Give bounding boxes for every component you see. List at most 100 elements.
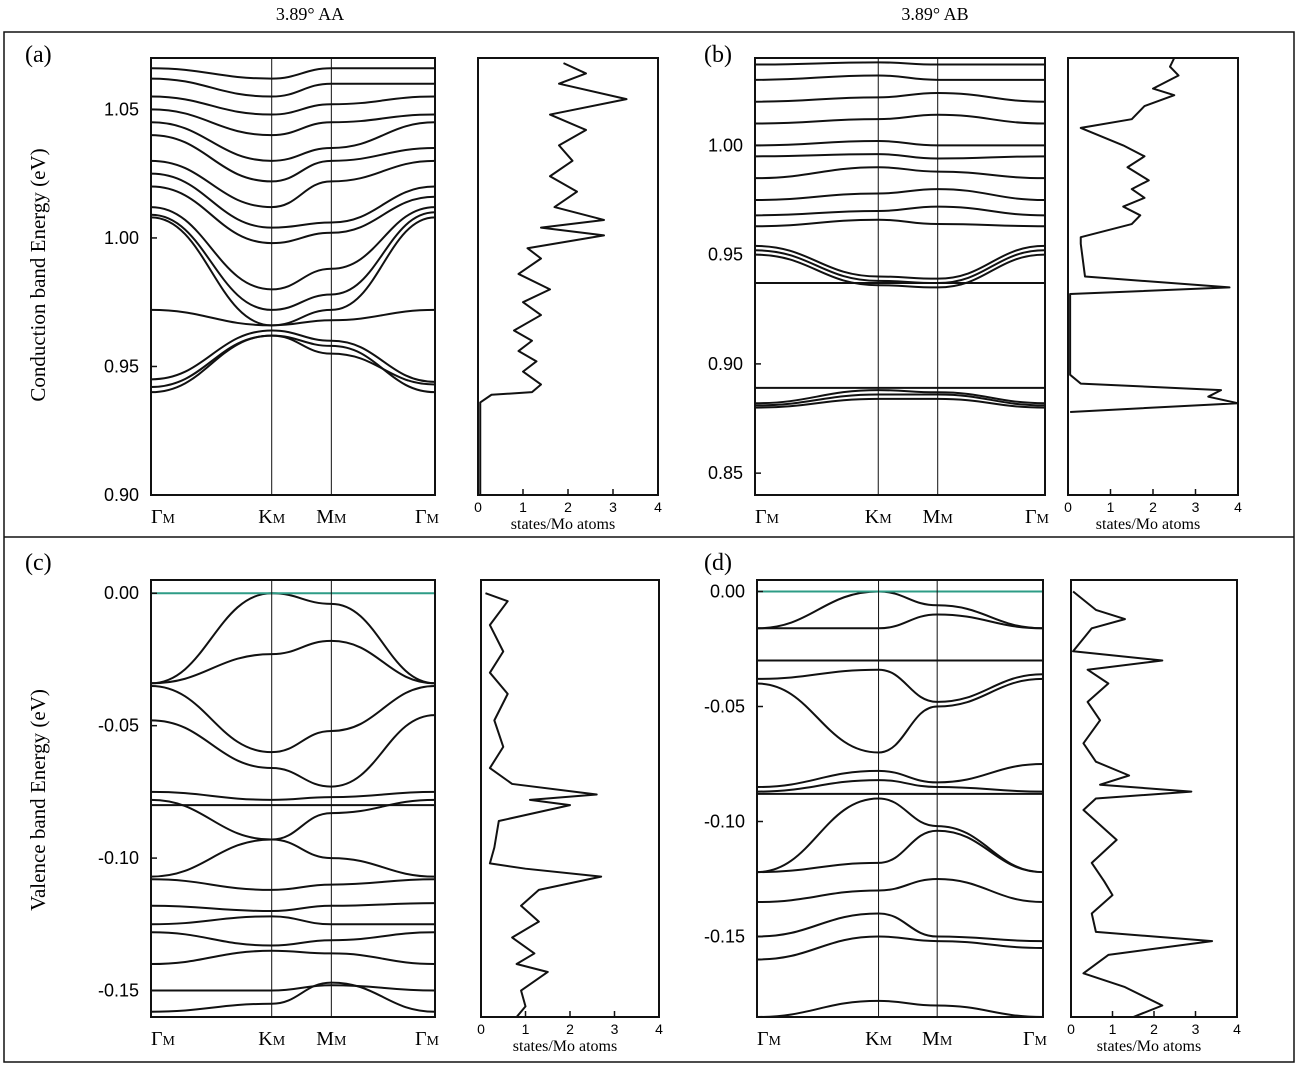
band-line — [151, 592, 435, 685]
band-line — [151, 931, 435, 947]
kpoint-label: ΓM — [1023, 1028, 1048, 1050]
band-line — [151, 185, 435, 245]
band-line — [151, 134, 435, 183]
dos-x-tick-label: 0 — [1064, 499, 1072, 515]
panel-label: (a) — [25, 42, 52, 68]
column-title: 3.89° AB — [901, 4, 968, 24]
y-tick-label: 1.00 — [104, 228, 139, 248]
dos-x-tick-label: 4 — [655, 1021, 663, 1037]
band-line — [755, 389, 1045, 405]
y-tick-label: -0.05 — [98, 716, 139, 736]
dos-x-tick-label: 2 — [564, 499, 572, 515]
dos-frame — [480, 579, 660, 1018]
kpoint-label: MM — [316, 506, 347, 528]
band-line — [151, 216, 435, 327]
band-lines — [757, 590, 1043, 1017]
row-ylabel: Conduction band Energy (eV) — [26, 148, 50, 401]
band-line — [757, 829, 1043, 874]
band-line — [151, 172, 435, 229]
kpoint-label: KM — [865, 506, 892, 528]
band-line — [151, 639, 435, 685]
dos-curve — [1072, 590, 1214, 1017]
dos-x-tick-label: 3 — [1192, 1021, 1200, 1037]
band-line — [755, 91, 1045, 103]
figure-frame — [3, 31, 1295, 1063]
band-line — [755, 153, 1045, 160]
dos-x-tick-label: 2 — [566, 1021, 574, 1037]
band-line — [755, 218, 1045, 228]
band-line — [151, 838, 435, 878]
dos-x-tick-label: 2 — [1150, 1021, 1158, 1037]
band-line — [755, 253, 1045, 289]
kpoint-label: ΓM — [757, 1028, 782, 1050]
band-line — [755, 61, 1045, 66]
kpoint-label: KM — [865, 1028, 892, 1050]
band-line — [757, 590, 1043, 630]
dos-x-tick-label: 1 — [1109, 1021, 1117, 1037]
band-line — [151, 211, 435, 311]
kpoint-label: KM — [258, 1028, 285, 1050]
panel-c: (c) 0.00 -0.05 -0.10 -0.15 ΓM KM MM ΓM 0 1 2 3 4 state… — [25, 550, 663, 1055]
band-line — [151, 206, 435, 291]
kpoint-label: ΓM — [1025, 506, 1050, 528]
band-line — [757, 912, 1043, 943]
dos-curve — [479, 62, 628, 495]
band-lines — [151, 592, 435, 1013]
band-line — [757, 677, 1043, 754]
band-line — [151, 329, 435, 383]
panel-label: (d) — [704, 550, 732, 576]
kpoint-label: MM — [922, 1028, 953, 1050]
dos-xlabel: states/Mo atoms — [513, 1038, 617, 1055]
band-line — [755, 205, 1045, 217]
dos-xlabel: states/Mo atoms — [1096, 516, 1200, 533]
y-tick-label: -0.15 — [98, 981, 139, 1001]
band-line — [151, 308, 435, 327]
y-tick-label: 0.90 — [708, 354, 743, 374]
y-tick-label: 0.00 — [710, 582, 745, 602]
band-lines — [151, 67, 435, 394]
dos-x-tick-label: 1 — [519, 499, 527, 515]
band-line — [757, 763, 1043, 788]
band-line — [755, 113, 1045, 125]
y-tick-label: -0.10 — [704, 812, 745, 832]
dos-x-tick-label: 3 — [611, 1021, 619, 1037]
band-line — [151, 684, 435, 754]
band-line — [151, 67, 435, 80]
band-line — [151, 984, 435, 992]
band-line — [755, 244, 1045, 280]
band-line — [151, 159, 435, 209]
panel-d: (d) 0.00 -0.05 -0.10 -0.15 ΓM KM MM ΓM 0 1 2 3 4 state… — [704, 550, 1241, 1055]
kpoint-label: ΓM — [415, 1028, 440, 1050]
dos-curve — [485, 592, 603, 1017]
panel-a: (a) 0.90 0.95 1.00 1.05 ΓM KM MM ΓM 0 1 2 3 4 states/M… — [25, 42, 662, 533]
band-line — [757, 935, 1043, 961]
band-line — [151, 790, 435, 801]
dos-x-tick-label: 4 — [654, 499, 662, 515]
dos-xlabel: states/Mo atoms — [1097, 1038, 1201, 1055]
panel-b: (b) 0.85 0.90 0.95 1.00 ΓM KM MM ΓM 0 1 2 3 4 states/M… — [704, 42, 1242, 533]
band-line — [151, 714, 435, 788]
kpoint-label: ΓM — [151, 1028, 176, 1050]
band-line — [151, 949, 435, 966]
band-line — [151, 334, 435, 389]
dos-x-tick-label: 1 — [1107, 499, 1115, 515]
kpoint-label: MM — [316, 1028, 347, 1050]
y-tick-label: 1.05 — [104, 99, 139, 119]
band-line — [757, 779, 1043, 793]
dos-x-tick-label: 0 — [1067, 1021, 1075, 1037]
y-tick-label: 1.00 — [708, 135, 743, 155]
y-tick-label: 0.90 — [104, 485, 139, 505]
band-line — [755, 249, 1045, 285]
dos-x-tick-label: 3 — [609, 499, 617, 515]
band-frame — [756, 579, 1044, 1018]
dos-x-tick-label: 3 — [1192, 499, 1200, 515]
band-frame — [754, 57, 1046, 496]
band-line — [757, 999, 1043, 1017]
band-line — [151, 108, 435, 137]
band-frame — [150, 57, 436, 496]
band-line — [151, 77, 435, 98]
y-tick-label: 0.85 — [708, 463, 743, 483]
band-line — [755, 188, 1045, 202]
dos-xlabel: states/Mo atoms — [511, 516, 615, 533]
